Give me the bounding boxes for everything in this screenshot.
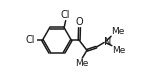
Text: N: N xyxy=(104,37,112,47)
Text: O: O xyxy=(76,17,83,27)
Text: Me: Me xyxy=(76,59,89,68)
Text: Me: Me xyxy=(112,46,126,55)
Text: Cl: Cl xyxy=(61,10,70,20)
Text: Cl: Cl xyxy=(26,35,35,45)
Text: Me: Me xyxy=(111,27,125,36)
